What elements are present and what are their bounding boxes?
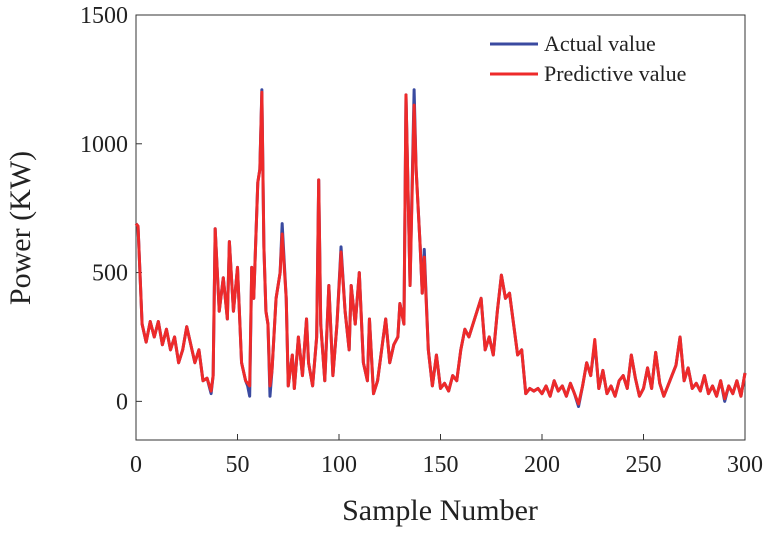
x-axis-label: Sample Number — [342, 494, 538, 527]
x-tick-label: 50 — [226, 452, 250, 478]
x-tick-label: 300 — [727, 452, 763, 478]
y-tick-label: 1500 — [80, 3, 128, 29]
y-tick-label: 1000 — [80, 132, 128, 158]
y-tick-label: 0 — [116, 389, 128, 415]
y-axis-label: Power (KW) — [4, 151, 37, 305]
x-tick-label: 200 — [524, 452, 560, 478]
x-tick-label: 0 — [130, 452, 142, 478]
x-tick-label: 250 — [626, 452, 662, 478]
y-tick-label: 500 — [92, 261, 128, 287]
series-line — [134, 90, 747, 406]
legend-label: Predictive value — [544, 61, 686, 86]
x-tick-label: 150 — [423, 452, 459, 478]
legend-label: Actual value — [544, 31, 656, 56]
x-tick-label: 100 — [321, 452, 357, 478]
